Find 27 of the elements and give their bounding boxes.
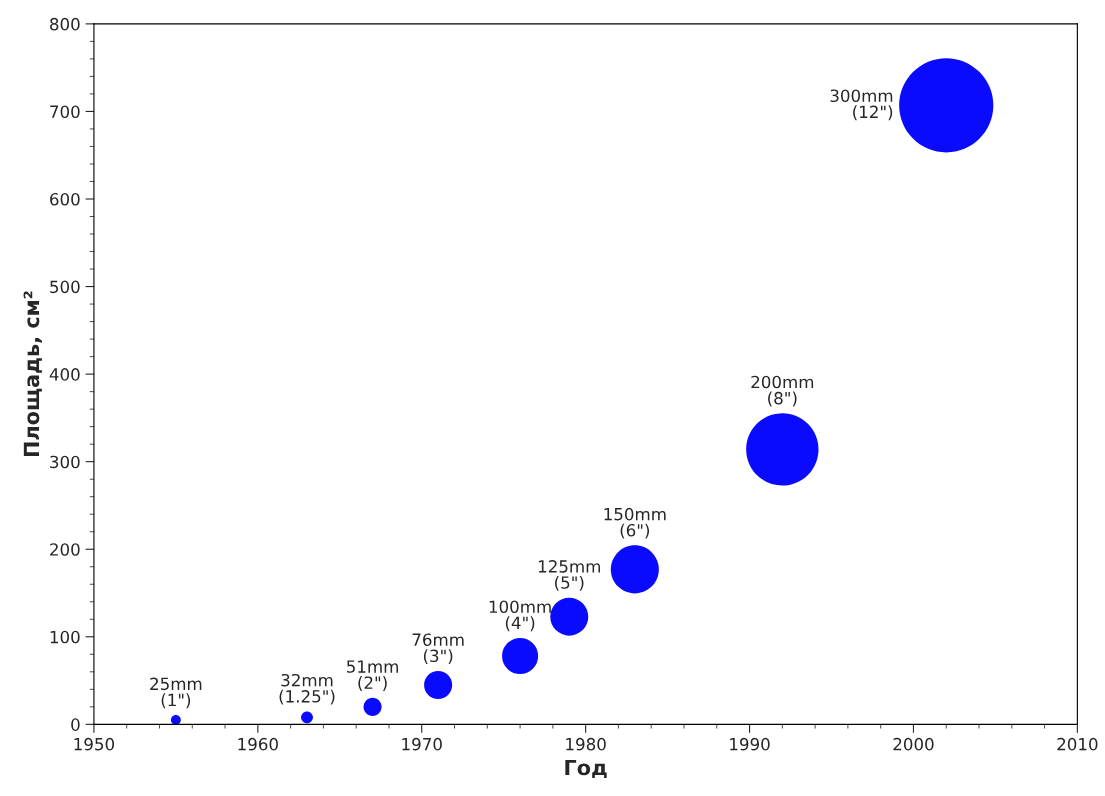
y-tick-label: 0 — [71, 718, 80, 731]
y-axis-title: Площадь, см² — [23, 291, 42, 457]
y-tick-label: 400 — [49, 368, 80, 381]
x-tick-label: 1980 — [566, 737, 606, 751]
x-tick-label: 2010 — [1057, 737, 1098, 751]
annotation: 51mm (2") — [347, 660, 398, 691]
x-axis-title: Год — [565, 759, 607, 778]
annotation: 200mm (8") — [751, 375, 814, 407]
annotation: 76mm (3") — [412, 633, 464, 665]
y-tick-label: 500 — [50, 280, 80, 294]
y-tick-label: 600 — [50, 192, 80, 206]
x-tick-label: 1970 — [402, 737, 442, 751]
y-tick-label: 300 — [50, 455, 80, 469]
annotation: 125mm (5") — [538, 560, 600, 591]
annotation: 32mm (1.25") — [279, 673, 335, 705]
y-tick-label: 800 — [50, 17, 80, 31]
x-tick-label: 1990 — [730, 737, 770, 751]
annotation: 150mm (6") — [604, 507, 666, 539]
y-tick-label: 700 — [50, 105, 80, 119]
y-tick-label: 100 — [50, 630, 80, 644]
y-tick-label: 200 — [50, 543, 80, 556]
x-tick-label: 2000 — [893, 737, 934, 751]
x-tick-label: 1950 — [74, 737, 115, 751]
annotation: 300mm (12") — [830, 89, 893, 121]
x-tick-label: 1960 — [238, 737, 278, 751]
annotation: 25mm (1") — [150, 677, 202, 709]
annotation: 100mm (4") — [489, 600, 551, 632]
